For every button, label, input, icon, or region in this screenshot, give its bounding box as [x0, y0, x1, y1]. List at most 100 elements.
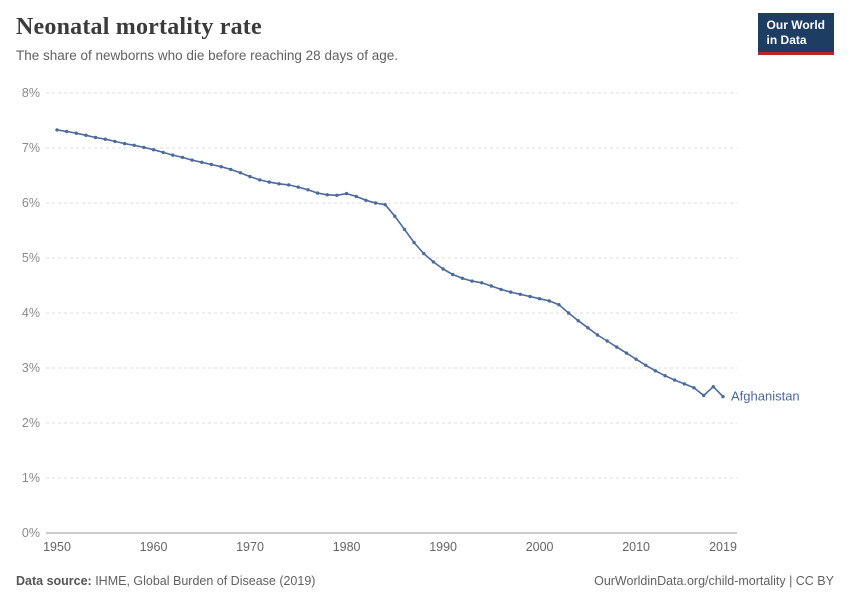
owid-logo[interactable]: Our World in Data — [757, 13, 834, 55]
y-axis-tick-label: 1% — [22, 471, 40, 485]
data-source-text: IHME, Global Burden of Disease (2019) — [91, 574, 316, 588]
data-point[interactable] — [499, 287, 503, 292]
data-point[interactable] — [673, 378, 677, 382]
owid-logo-line2: in Data — [766, 33, 807, 47]
y-axis-tick-label: 7% — [22, 141, 40, 155]
series-line[interactable] — [56, 129, 724, 398]
y-axis-tick-label: 8% — [22, 86, 40, 100]
line-chart[interactable]: 0% 1% 2% 3% 4% 5% 6% 7% 8% 1950 1960 1970 1980 1990 20… — [0, 78, 850, 566]
data-point[interactable] — [663, 374, 667, 378]
owid-url-link[interactable]: OurWorldinData.org/child-mortality | CC … — [594, 574, 834, 588]
data-point[interactable] — [296, 185, 300, 189]
y-axis-tick-label: 0% — [22, 526, 40, 540]
chart-header: Neonatal mortality rate The share of new… — [16, 14, 740, 63]
data-point[interactable] — [229, 167, 233, 172]
data-point[interactable] — [267, 180, 271, 184]
x-axis-tick-label: 2000 — [526, 540, 554, 554]
x-axis-tick-label: 1990 — [429, 540, 457, 554]
data-point[interactable] — [441, 267, 445, 271]
data-point[interactable] — [412, 240, 416, 245]
data-point[interactable] — [615, 345, 619, 349]
data-point[interactable] — [219, 165, 223, 169]
data-point[interactable] — [605, 339, 609, 343]
data-point[interactable] — [692, 386, 696, 390]
y-axis-tick-label: 2% — [22, 416, 40, 430]
data-point[interactable] — [624, 351, 629, 355]
data-point[interactable] — [238, 171, 243, 175]
data-point[interactable] — [190, 158, 194, 162]
data-point[interactable] — [402, 227, 407, 232]
data-point[interactable] — [171, 153, 175, 157]
data-point[interactable] — [721, 394, 725, 399]
chart-footer: Data source: IHME, Global Burden of Dise… — [16, 574, 834, 588]
data-point[interactable] — [180, 155, 185, 160]
x-axis-tick-label: 2019 — [709, 540, 737, 554]
data-point[interactable] — [122, 141, 127, 146]
data-point[interactable] — [364, 198, 368, 202]
data-point[interactable] — [393, 214, 397, 218]
data-point[interactable] — [566, 311, 571, 315]
data-point[interactable] — [74, 131, 79, 135]
data-point[interactable] — [470, 279, 474, 283]
data-point[interactable] — [547, 299, 551, 303]
data-point[interactable] — [509, 290, 513, 294]
data-point[interactable] — [277, 182, 281, 186]
data-point[interactable] — [711, 385, 715, 389]
data-point[interactable] — [315, 191, 320, 195]
data-point[interactable] — [325, 193, 329, 197]
data-source-label: Data source: — [16, 574, 92, 588]
data-point[interactable] — [113, 139, 117, 144]
data-point[interactable] — [335, 193, 339, 197]
data-point[interactable] — [528, 294, 532, 299]
data-point[interactable] — [55, 128, 59, 132]
data-point[interactable] — [248, 174, 252, 179]
data-point[interactable] — [460, 276, 465, 280]
data-point[interactable] — [644, 363, 648, 367]
y-axis-tick-label: 6% — [22, 196, 40, 210]
data-point[interactable] — [586, 326, 590, 330]
data-point[interactable] — [489, 284, 493, 288]
data-point[interactable] — [451, 272, 455, 277]
data-point[interactable] — [161, 150, 165, 155]
data-point[interactable] — [354, 194, 358, 199]
data-point[interactable] — [132, 143, 136, 147]
y-axis-tick-label: 4% — [22, 306, 40, 320]
data-point[interactable] — [84, 133, 88, 137]
data-point[interactable] — [151, 148, 156, 152]
data-point[interactable] — [258, 178, 262, 182]
x-axis-tick-label: 1980 — [333, 540, 361, 554]
x-axis-tick-label: 2010 — [622, 540, 650, 554]
data-point[interactable] — [93, 135, 98, 140]
data-point[interactable] — [595, 333, 600, 337]
data-point[interactable] — [431, 260, 436, 264]
data-point[interactable] — [422, 251, 426, 256]
data-point[interactable] — [702, 393, 706, 398]
data-point[interactable] — [653, 369, 658, 373]
data-point[interactable] — [576, 319, 580, 323]
data-point[interactable] — [557, 303, 561, 307]
data-point[interactable] — [344, 191, 349, 196]
data-point[interactable] — [103, 137, 108, 141]
data-point[interactable] — [142, 145, 146, 150]
x-axis-tick-label: 1960 — [140, 540, 168, 554]
data-point[interactable] — [200, 160, 204, 164]
data-source-note: Data source: IHME, Global Burden of Dise… — [16, 574, 315, 588]
data-point[interactable] — [537, 297, 542, 301]
data-point[interactable] — [65, 129, 69, 134]
x-axis-tick-label: 1970 — [236, 540, 264, 554]
data-point[interactable] — [383, 203, 387, 207]
data-point[interactable] — [634, 357, 638, 361]
data-point[interactable] — [209, 162, 214, 167]
data-point[interactable] — [373, 201, 378, 205]
data-point[interactable] — [518, 292, 522, 296]
chart-subtitle: The share of newborns who die before rea… — [16, 48, 398, 63]
data-point[interactable] — [682, 382, 687, 386]
data-point[interactable] — [306, 188, 310, 192]
data-point[interactable] — [480, 281, 484, 285]
x-axis-tick-label: 1950 — [43, 540, 71, 554]
y-axis-tick-label: 5% — [22, 251, 40, 265]
series-end-label[interactable]: Afghanistan — [731, 389, 800, 404]
data-point[interactable] — [287, 183, 291, 187]
y-axis-tick-label: 3% — [22, 361, 40, 375]
